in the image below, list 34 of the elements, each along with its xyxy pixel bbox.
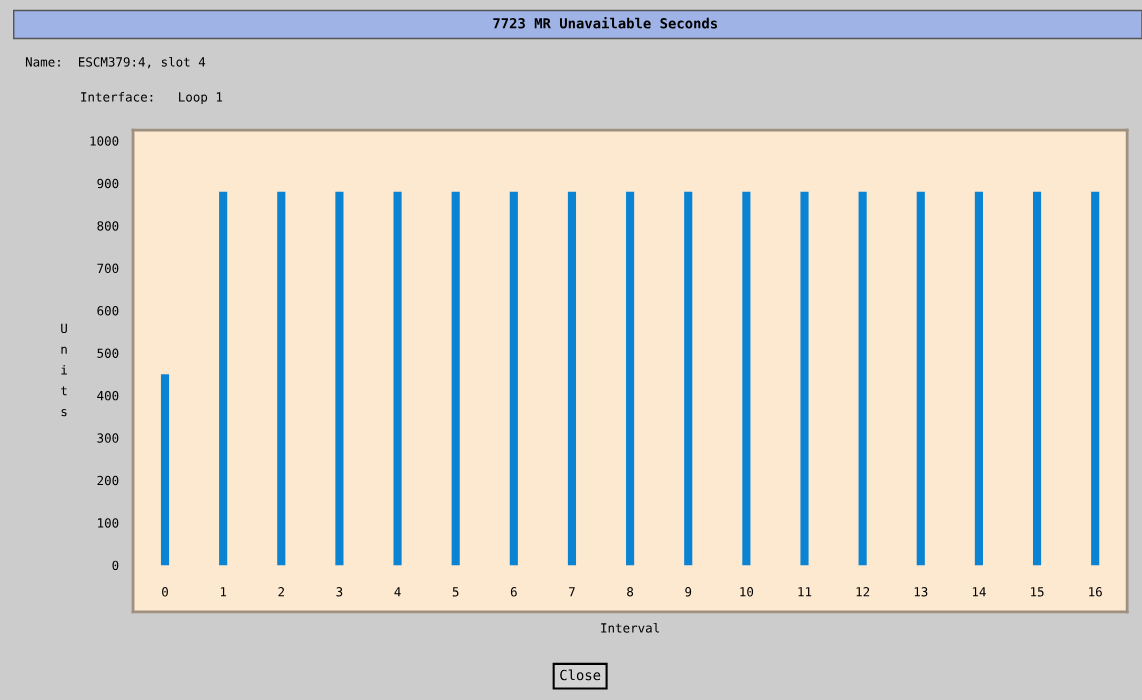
x-tick-label: 11 [798,587,812,597]
y-tick-label: 1000 [90,136,119,146]
x-tick-label: 13 [914,587,928,597]
x-tick-label: 3 [336,587,343,597]
text: Interface: Loop 1 [81,91,223,105]
x-tick-label: 4 [394,587,401,597]
y-tick-label: 500 [97,348,119,358]
y-tick-label: 100 [98,518,119,528]
x-tick-label: 6 [510,587,517,597]
x-tick-label: 14 [972,587,986,597]
x-tick-label: 9 [685,587,692,597]
x-axis-title: Interval [601,622,659,633]
chart-title: 7723 MR Unavailable Seconds [493,17,718,29]
x-tick-label: 7 [569,587,575,597]
text: Close [560,669,601,681]
x-tick-label: 10 [740,587,754,597]
x-tick-label: 2 [278,587,284,597]
x-tick-label: 5 [452,587,459,597]
y-tick-label: 600 [97,306,119,316]
y-tick-label: 300 [97,433,119,443]
x-tick-label: 16 [1089,587,1102,597]
y-axis-title: Units [61,323,67,417]
x-tick-label: 12 [856,587,870,597]
y-tick-label: 200 [97,475,119,486]
y-tick-label: 800 [97,221,119,231]
y-tick-label: 700 [97,263,119,274]
y-tick-label: 900 [97,178,119,189]
x-tick-label: 1 [220,587,227,597]
y-tick-label: 0 [112,560,119,571]
x-tick-label: 8 [627,587,634,597]
chart-subtitle: Name: ESCM379:4, slot 4 [25,56,206,69]
x-tick-label: 0 [162,587,168,597]
x-tick-label: 15 [1031,587,1044,597]
y-tick-label: 400 [97,390,119,401]
